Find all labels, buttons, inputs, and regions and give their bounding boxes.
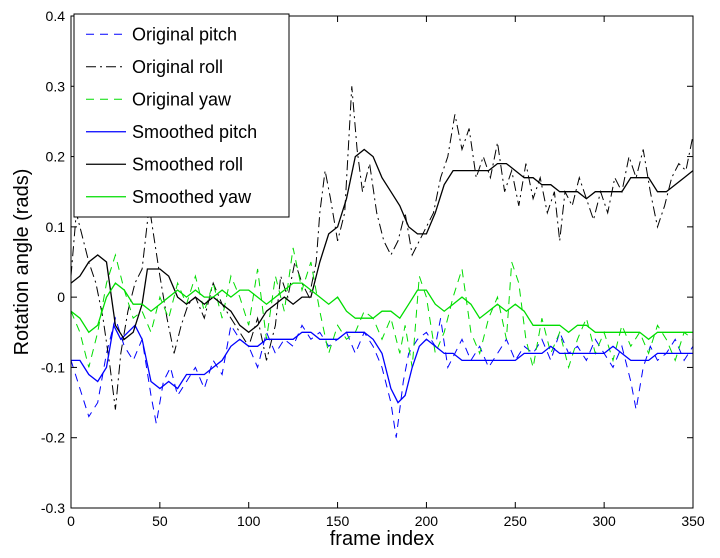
series-line-5	[70, 282, 693, 341]
x-tick-label-6: 300	[592, 513, 616, 529]
series-line-2	[70, 247, 694, 370]
legend-label-0: Original pitch	[132, 24, 237, 44]
x-tick-label-3: 150	[326, 513, 350, 529]
x-tick-label-5: 250	[504, 513, 528, 529]
y-tick-label-1: -0.2	[41, 430, 65, 446]
legend: Original pitch Original roll Original yaw S…	[73, 13, 290, 218]
series-line-1	[70, 86, 694, 410]
y-tick-label-6: 0.3	[46, 78, 66, 94]
y-axis-label: Rotation angle (rads)	[11, 169, 33, 356]
series-line-3	[71, 323, 693, 404]
legend-label-3: Smoothed pitch	[132, 122, 257, 142]
x-axis-label: frame index	[330, 528, 435, 550]
x-tick-label-0: 0	[67, 513, 75, 529]
series-line-0	[70, 316, 694, 438]
y-tick-label-7: 0.4	[46, 8, 66, 24]
y-tick-label-5: 0.2	[46, 149, 66, 165]
series-layer	[70, 86, 694, 438]
y-tick-label-4: 0.1	[46, 219, 66, 235]
ticks-layer: 0 50 100 150 200 250 300 350 -0.3 -0.2 -0.1 0 0.1 0.2…	[41, 8, 705, 529]
plot-frame	[70, 15, 694, 509]
x-tick-label-2: 100	[237, 513, 261, 529]
y-tick-label-2: -0.1	[41, 359, 65, 375]
x-tick-label-4: 200	[415, 513, 439, 529]
legend-label-2: Original yaw	[132, 89, 232, 109]
y-tick-label-0: -0.3	[41, 500, 65, 516]
y-tick-label-3: 0	[57, 289, 65, 305]
series-line-4	[70, 148, 694, 341]
legend-box	[73, 13, 290, 218]
legend-label-5: Smoothed yaw	[132, 187, 252, 207]
x-tick-label-1: 50	[152, 513, 168, 529]
legend-label-4: Smoothed roll	[132, 154, 243, 174]
legend-label-1: Original roll	[132, 57, 223, 77]
x-tick-label-7: 350	[681, 513, 705, 529]
